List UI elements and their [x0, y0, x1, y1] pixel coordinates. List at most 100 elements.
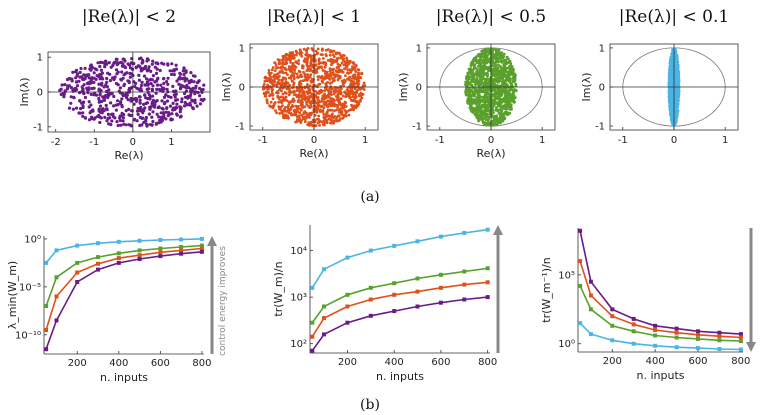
- eigenvalue-point: [490, 94, 494, 98]
- eigenvalue-point: [350, 80, 354, 83]
- eigenvalue-point: [667, 84, 671, 87]
- eigenvalue-point: [343, 60, 347, 64]
- eigenvalue-point: [289, 75, 293, 79]
- eigenvalue-point: [105, 80, 109, 84]
- eigenvalue-point: [508, 100, 512, 104]
- eigenvalue-point: [470, 83, 474, 87]
- eigenvalue-point: [139, 69, 143, 73]
- eigenvalue-point: [128, 75, 132, 79]
- eigenvalue-point: [473, 59, 476, 62]
- eigenvalue-point: [291, 62, 295, 66]
- eigenvalue-point: [147, 93, 151, 97]
- eigenvalue-point: [492, 103, 496, 107]
- eigenvalue-point: [482, 59, 486, 63]
- eigenvalue-point: [361, 84, 365, 87]
- series-marker: [158, 238, 163, 242]
- eigenvalue-point: [669, 99, 673, 103]
- eigenvalue-point: [334, 89, 338, 93]
- eigenvalue-point: [351, 95, 355, 99]
- eigenvalue-point: [354, 96, 358, 99]
- eigenvalue-point: [160, 99, 164, 103]
- series-marker: [158, 254, 163, 259]
- eigenvalue-point: [323, 122, 326, 125]
- eigenvalue-point: [676, 111, 679, 115]
- x-tick-label: 400: [385, 357, 404, 368]
- eigenvalue-point: [97, 82, 101, 86]
- eigenvalue-point: [190, 98, 194, 102]
- eigenvalue-point: [338, 119, 342, 122]
- eigenvalue-point: [487, 122, 491, 126]
- eigenvalue-point: [155, 83, 159, 87]
- eigenvalue-point: [326, 108, 330, 112]
- eigenvalue-point: [330, 99, 334, 103]
- eigenvalue-point: [299, 107, 303, 111]
- y-tick-label: 0: [416, 83, 422, 94]
- y-axis-label: Im(λ): [220, 72, 233, 101]
- eigenvalue-point: [478, 86, 481, 90]
- eigenvalue-point: [297, 98, 300, 102]
- series-marker: [462, 230, 467, 235]
- eigenvalue-point: [487, 57, 491, 61]
- x-axis-label: Re(λ): [114, 149, 143, 162]
- series-marker: [717, 334, 722, 339]
- improvement-arrowhead: [207, 236, 217, 246]
- eigenvalue-point: [276, 95, 280, 99]
- eigenvalue-point: [494, 67, 497, 71]
- eigenvalue-point: [173, 89, 177, 94]
- eigenvalue-point: [69, 86, 73, 90]
- series-marker: [137, 238, 142, 243]
- series-marker: [345, 320, 350, 325]
- eigenvalue-point: [477, 118, 481, 122]
- eigenvalue-point: [295, 53, 298, 57]
- eigenvalue-point: [126, 98, 130, 102]
- eigenvalue-point: [479, 113, 482, 116]
- eigenvalue-point: [183, 85, 187, 89]
- eigenvalue-point: [188, 103, 193, 107]
- eigenvalue-point: [311, 63, 315, 67]
- eigenvalue-point: [153, 80, 157, 84]
- eigenvalue-point: [280, 89, 283, 93]
- eigenvalue-point: [480, 78, 484, 82]
- eigenvalue-point: [319, 61, 323, 65]
- eigenvalue-point: [338, 89, 341, 93]
- eigenvalue-point: [500, 94, 503, 97]
- x-axis-label: Re(λ): [476, 147, 505, 160]
- eigenvalue-point: [670, 64, 674, 67]
- eigenvalue-point: [307, 75, 311, 79]
- eigenvalue-point: [332, 67, 335, 71]
- x-tick-label: 200: [68, 358, 87, 369]
- eigenvalue-point: [164, 117, 168, 121]
- eigenvalue-point: [303, 59, 307, 63]
- eigenvalue-point: [114, 68, 119, 72]
- eigenvalue-point: [502, 66, 506, 70]
- eigenvalue-point: [118, 114, 122, 118]
- eigenvalue-point: [178, 105, 182, 109]
- eigenvalue-point: [483, 94, 486, 98]
- eigenvalue-point: [277, 62, 281, 66]
- eigenvalue-point: [338, 63, 342, 67]
- eigenvalue-point: [498, 57, 502, 60]
- series-marker: [578, 321, 583, 326]
- eigenvalue-point: [491, 122, 495, 126]
- eigenvalue-point: [292, 83, 295, 87]
- eigenvalue-point: [287, 90, 291, 94]
- eigenvalue-point: [112, 104, 116, 108]
- eigenvalue-point: [129, 99, 133, 103]
- eigenvalue-point: [275, 111, 278, 115]
- eigenvalue-point: [333, 73, 337, 77]
- eigenvalue-point: [95, 68, 99, 72]
- eigenvalue-point: [116, 83, 120, 87]
- series-marker: [631, 329, 636, 334]
- eigenvalue-point: [305, 50, 309, 53]
- eigenvalue-point: [492, 115, 496, 119]
- eigenvalue-point: [96, 114, 100, 118]
- eigenvalue-point: [348, 95, 352, 99]
- eigenvalue-point: [508, 80, 511, 84]
- eigenvalue-point: [674, 120, 677, 124]
- eigenvalue-point: [505, 76, 508, 80]
- x-tick-label: 200: [338, 357, 357, 368]
- eigenvalue-point: [174, 98, 178, 102]
- eigenvalue-point: [313, 109, 317, 113]
- eigenvalue-point: [358, 94, 361, 97]
- eigenvalue-point: [345, 58, 349, 62]
